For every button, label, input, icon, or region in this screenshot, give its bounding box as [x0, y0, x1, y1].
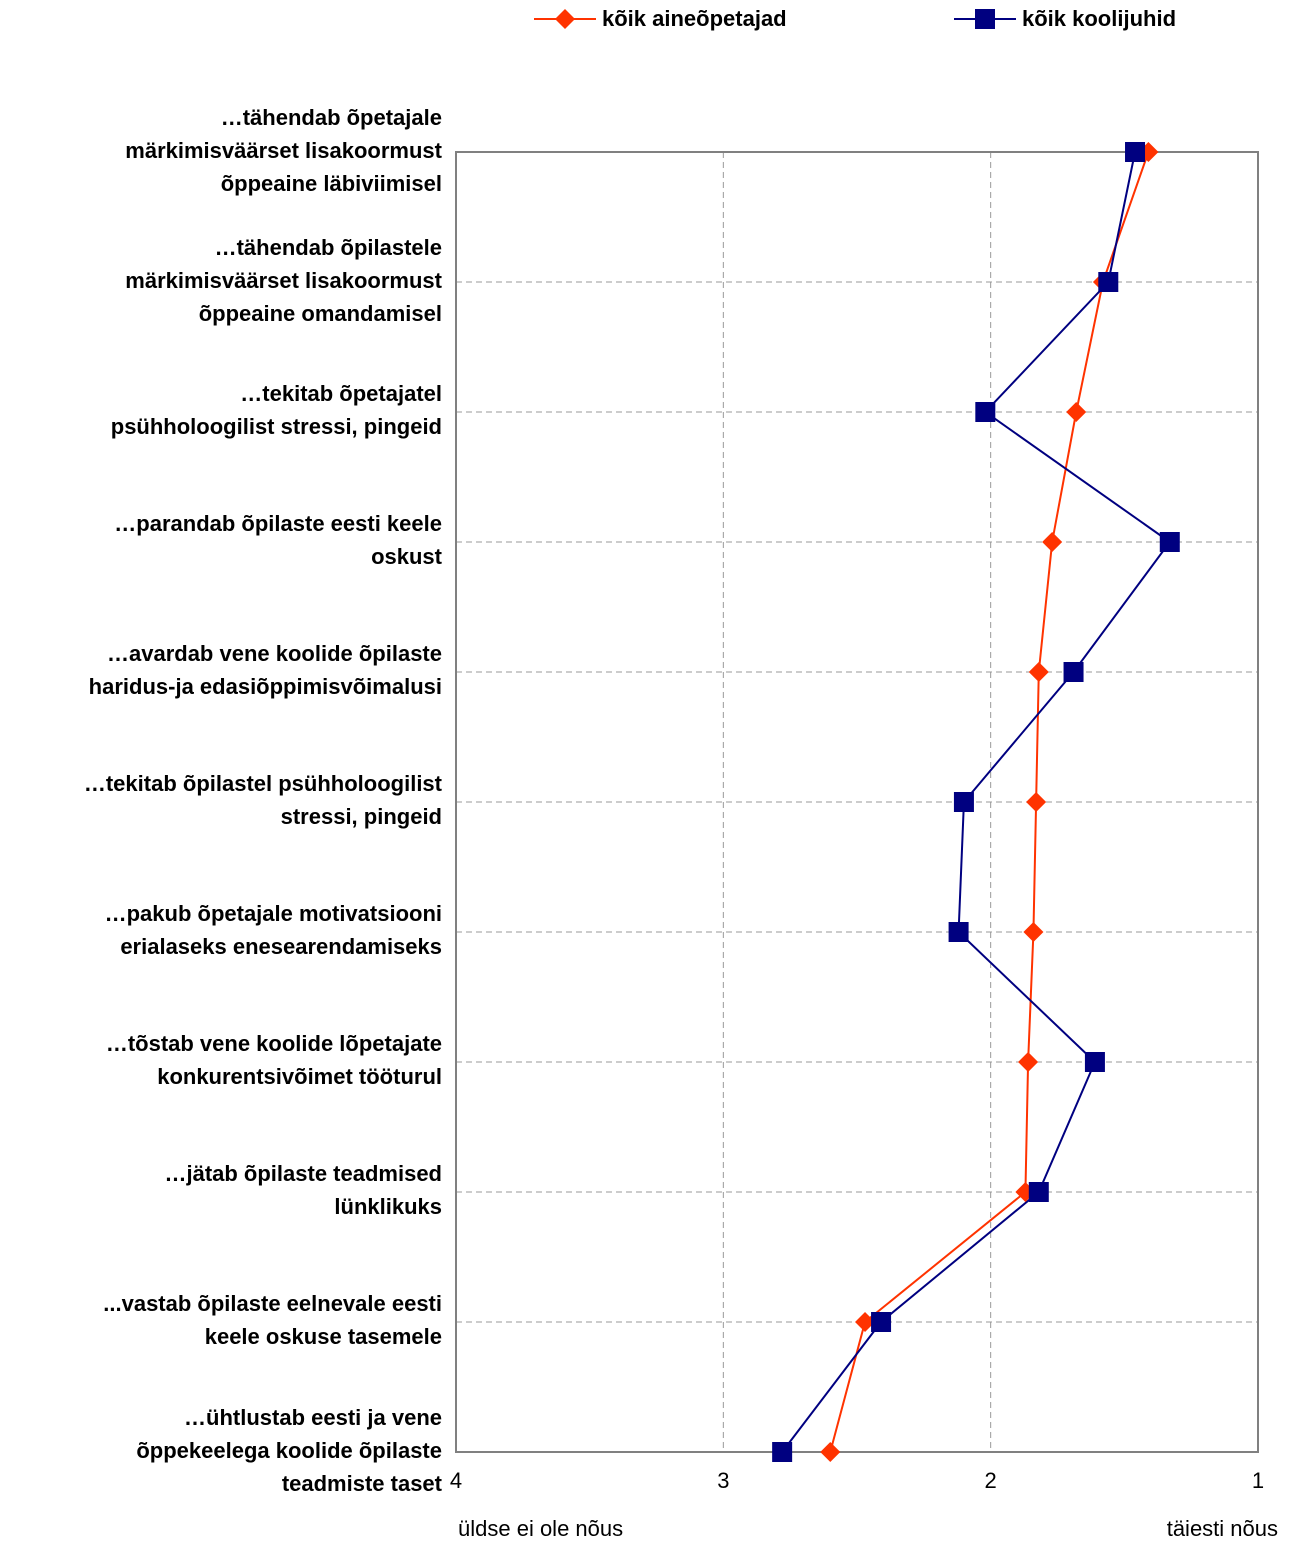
data-point-series-2 — [1028, 1182, 1049, 1202]
legend-series-2: kõik koolijuhid — [954, 6, 1176, 32]
category-label-line: psühholoogilist stressi, pingeid — [110, 414, 442, 440]
category-label-line: …tähendab õpilastele — [214, 234, 442, 260]
category-label: ...vastab õpilaste eelnevale eesti keele … — [0, 1287, 442, 1353]
plot-frame — [455, 151, 1259, 1453]
category-label-line: …tekitab õpetajatel — [240, 381, 442, 407]
data-point-series-1 — [1018, 1052, 1039, 1072]
category-label: …avardab vene koolide õpilaste haridus-ja… — [0, 637, 442, 703]
data-point-series-1 — [1026, 792, 1047, 812]
data-point-series-1 — [820, 1442, 841, 1462]
category-label-line: …jätab õpilaste teadmised — [164, 1161, 442, 1187]
category-label-line: õppeaine omandamisel — [198, 300, 442, 326]
data-point-series-2 — [871, 1312, 892, 1332]
legend-marker-square — [954, 9, 1016, 29]
legend-label-series-2: kõik koolijuhid — [1022, 6, 1177, 31]
data-point-series-2 — [953, 792, 974, 812]
data-point-series-2 — [975, 402, 996, 422]
category-label-line: oskust — [371, 544, 442, 570]
category-label-line: ...vastab õpilaste eelnevale eesti — [103, 1291, 442, 1317]
category-label-line: haridus-ja edasiõppimisvõimalusi — [88, 674, 442, 700]
category-label: …tekitab õpilastel psühholoogilist stress… — [0, 767, 442, 833]
category-label: …pakub õpetajale motivatsiooni erialaseks… — [0, 897, 442, 963]
category-label-line: stressi, pingeid — [280, 804, 442, 830]
category-label: …jätab õpilaste teadmised lünklikuks — [0, 1157, 442, 1223]
category-label-line: lünklikuks — [334, 1194, 442, 1220]
data-point-series-1 — [1066, 402, 1087, 422]
x-axis-label-right: täiesti nõus — [1166, 1516, 1278, 1541]
data-point-series-2 — [1084, 1052, 1105, 1072]
data-point-series-1 — [855, 1312, 876, 1332]
category-label-line: märkimisväärset lisakoormust — [125, 137, 442, 163]
category-label-line: …ühtlustab eesti ja vene — [184, 1404, 442, 1430]
category-label-line: keele oskuse tasemele — [204, 1324, 442, 1350]
category-label-line: õppeaine läbiviimisel — [220, 170, 442, 196]
data-point-series-2 — [948, 922, 969, 942]
category-label-line: teadmiste taset — [281, 1470, 442, 1496]
x-tick-label: 2 — [984, 1468, 997, 1493]
data-point-series-2 — [772, 1442, 793, 1462]
data-point-series-2 — [1159, 532, 1180, 552]
category-label-line: konkurentsivõimet tööturul — [157, 1064, 442, 1090]
category-label-line: …tähendab õpetajale — [220, 104, 442, 130]
category-label: …tähendab õpilastele märkimisväärset lisa… — [0, 231, 442, 330]
legend-label-series-1: kõik aineõpetajad — [602, 6, 787, 31]
data-point-series-1 — [1028, 662, 1049, 682]
x-tick-label: 3 — [717, 1468, 730, 1493]
category-label-line: …pakub õpetajale motivatsiooni — [104, 901, 442, 927]
category-label: …tekitab õpetajatel psühholoogilist stres… — [0, 377, 442, 443]
category-label: …ühtlustab eesti ja vene õppekeelega kool… — [0, 1401, 442, 1500]
category-label-line: märkimisväärset lisakoormust — [125, 267, 442, 293]
category-label-line: erialaseks enesearendamiseks — [120, 934, 442, 960]
legend-series-1: kõik aineõpetajad — [534, 6, 787, 32]
category-label-line: …parandab õpilaste eesti keele — [114, 511, 442, 537]
x-tick-label: 1 — [1251, 1468, 1265, 1493]
data-point-series-2 — [1063, 662, 1084, 682]
data-point-series-1 — [1023, 922, 1044, 942]
category-label: …tõstab vene koolide lõpetajate konkurent… — [0, 1027, 442, 1093]
category-label-line: õppekeelega koolide õpilaste — [136, 1437, 442, 1463]
category-label-line: …tõstab vene koolide lõpetajate — [105, 1031, 442, 1057]
category-label-line: …avardab vene koolide õpilaste — [106, 641, 442, 667]
x-axis-label-left: üldse ei ole nõus — [458, 1516, 624, 1541]
category-label: …tähendab õpetajale märkimisväärset lisak… — [0, 101, 442, 200]
legend-marker-diamond — [534, 9, 596, 29]
data-point-series-2 — [1098, 272, 1119, 292]
category-label: …parandab õpilaste eesti keele oskust — [0, 507, 442, 573]
data-point-series-1 — [1042, 532, 1063, 552]
x-tick-label: 4 — [449, 1468, 463, 1493]
data-point-series-2 — [1125, 142, 1146, 162]
category-label-line: …tekitab õpilastel psühholoogilist — [83, 771, 442, 797]
